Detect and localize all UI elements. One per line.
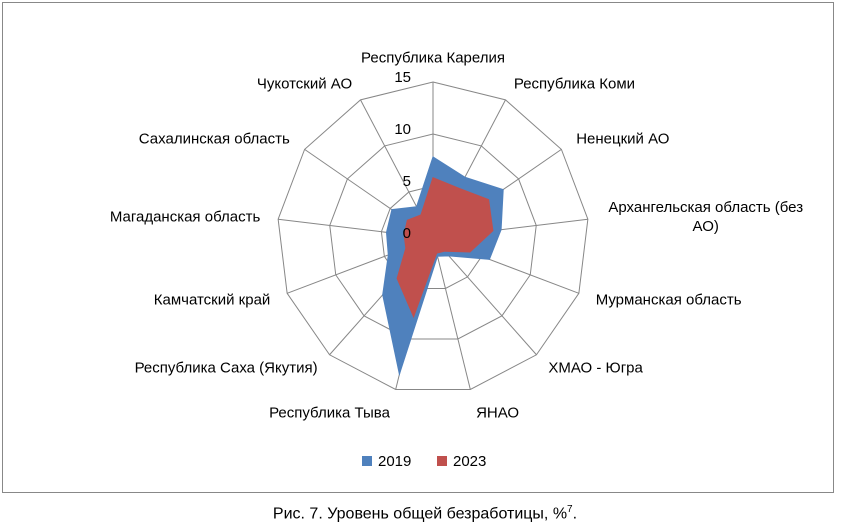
category-label: Республика Тыва [269, 404, 390, 422]
category-label: Ненецкий АО [576, 130, 670, 148]
category-label: Республика Коми [513, 75, 636, 93]
category-label: Республика Карелия [361, 49, 505, 67]
spoke [432, 237, 537, 356]
legend-swatch [362, 456, 372, 466]
legend-label: 2023 [453, 453, 486, 470]
legend-swatch [437, 456, 447, 466]
category-label: Камчатский край [153, 291, 271, 309]
category-label: Архангельская область (без АО) [608, 199, 804, 236]
r-tick-label: 5 [403, 173, 411, 190]
grid-ring [329, 133, 537, 340]
category-label: Чукотский АО [256, 75, 353, 93]
r-tick-label: 10 [394, 121, 411, 138]
caption-end: . [572, 505, 578, 523]
category-label: ЯНАО [476, 404, 520, 422]
r-tick-label: 15 [394, 69, 411, 86]
chart-frame [2, 2, 834, 493]
r-tick-label: 0 [403, 225, 411, 242]
caption-text: Рис. 7. Уровень общей безработицы, % [272, 505, 568, 523]
grid-ring [277, 81, 589, 390]
category-label: Сахалинская область [138, 130, 290, 148]
category-label: ХМАО - Югра [548, 359, 643, 377]
category-label: Магаданская область [109, 208, 261, 226]
legend-label: 2019 [378, 453, 411, 470]
category-label: Мурманская область [595, 291, 742, 309]
spoke [432, 237, 471, 390]
category-label: Республика Саха (Якутия) [134, 359, 318, 377]
caption: Рис. 7. Уровень общей безработицы, %7. [0, 504, 850, 523]
series-area [396, 177, 494, 319]
footnote-ref: 7 [567, 504, 573, 515]
